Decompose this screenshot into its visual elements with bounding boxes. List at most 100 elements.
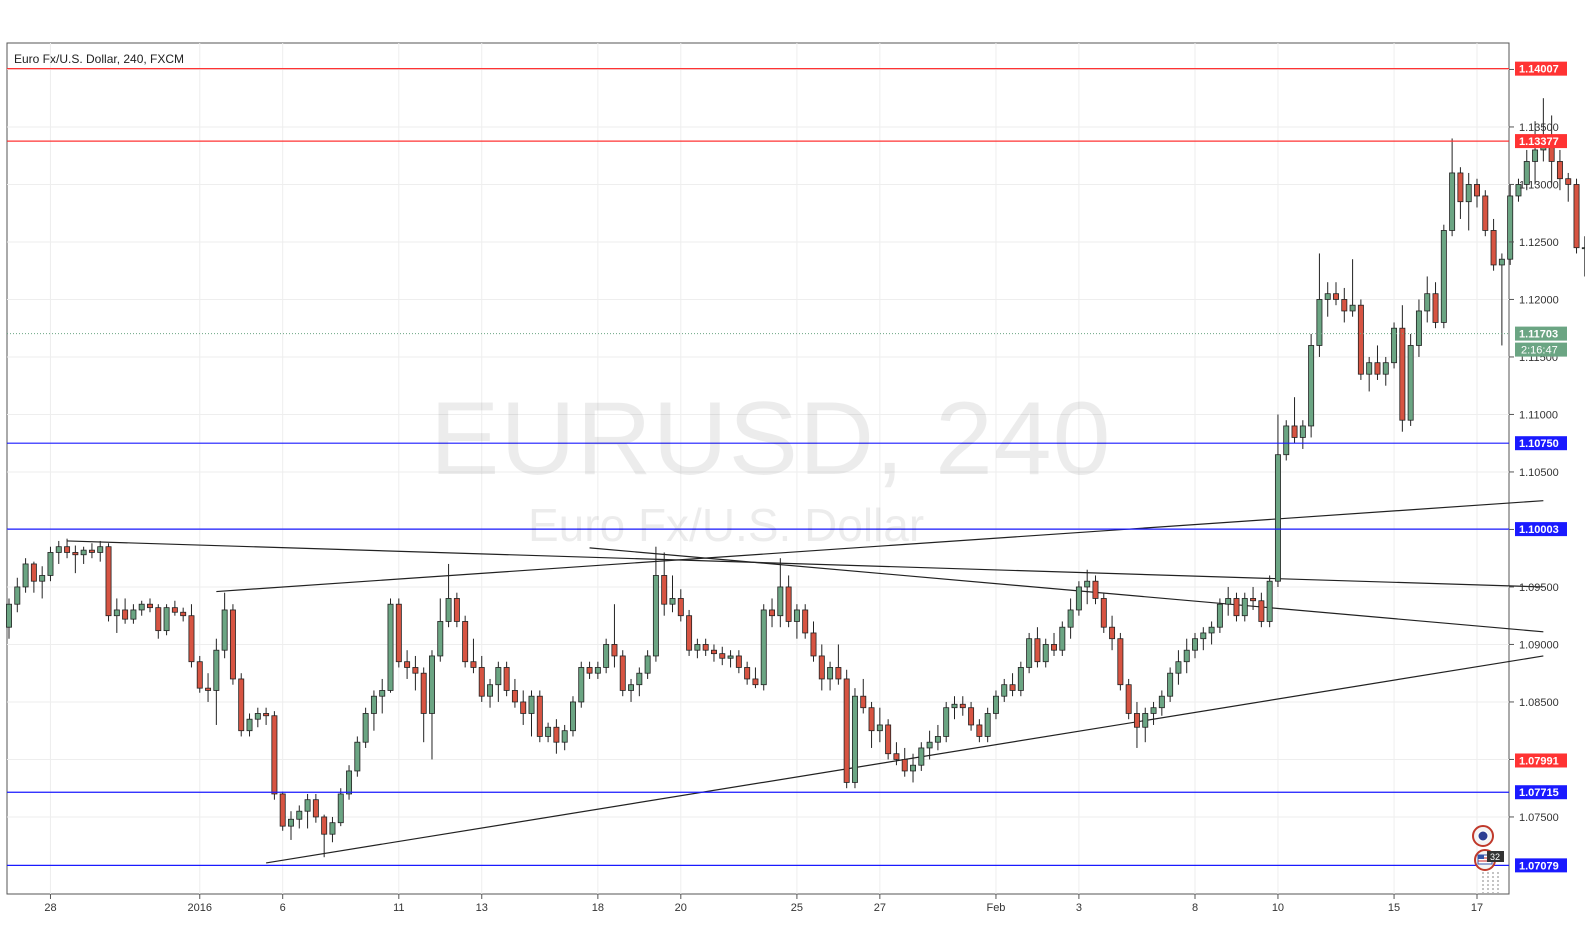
candle-up: [22, 563, 29, 588]
candle-down: [1357, 304, 1364, 375]
candle-up: [97, 546, 104, 553]
candle-up: [1523, 161, 1530, 185]
time-tick-label: 27: [874, 902, 886, 914]
candle-up: [652, 575, 659, 657]
candlesticks: [6, 98, 1585, 858]
time-tick-label: 17: [1471, 902, 1483, 914]
time-tick-label: 13: [476, 902, 488, 914]
candle-up: [304, 799, 311, 812]
support-price-tag: [1515, 858, 1567, 873]
candle-down: [810, 632, 817, 657]
candle-up: [14, 586, 21, 605]
event-markers[interactable]: 32: [1472, 825, 1504, 893]
candle-up: [570, 701, 576, 732]
candle-up: [1067, 609, 1074, 628]
candle-up: [1175, 661, 1182, 674]
level-price-label: 1.10750: [1519, 438, 1559, 450]
support-price-tag: [1515, 785, 1567, 800]
time-tick-label: 3: [1076, 902, 1082, 914]
candle-down: [520, 701, 527, 714]
us-flag-event-icon[interactable]: 32: [1474, 849, 1504, 871]
candle-down: [1374, 362, 1381, 375]
candle-down: [420, 672, 427, 714]
candle-up: [445, 598, 452, 622]
candle-down: [818, 655, 825, 680]
candle-up: [362, 713, 369, 743]
candle-up: [851, 695, 858, 783]
price-tick-label: 1.09500: [1519, 582, 1559, 594]
candle-up: [1084, 580, 1091, 588]
candle-up: [793, 609, 800, 622]
candle-down: [1556, 161, 1563, 180]
candle-down: [180, 611, 187, 617]
event-flag-icon[interactable]: [1472, 825, 1494, 847]
candle-up: [254, 713, 261, 720]
candle-down: [959, 703, 966, 709]
countdown-tag: [1515, 342, 1567, 357]
candle-up: [561, 730, 568, 743]
level-price-label: 1.07715: [1519, 787, 1559, 799]
candle-up: [910, 764, 916, 772]
trend-line: [589, 547, 1544, 633]
candle-down: [470, 661, 477, 668]
candle-down: [1565, 178, 1572, 185]
candle-up: [296, 810, 303, 820]
candle-up: [760, 609, 767, 686]
candle-down: [122, 609, 129, 620]
candle-up: [876, 724, 883, 732]
candle-down: [205, 687, 212, 691]
symbol-title[interactable]: Euro Fx/U.S. Dollar, 240, FXCM: [14, 52, 185, 66]
candle-up: [1349, 304, 1356, 312]
candle-up: [1407, 345, 1414, 421]
candle-up: [47, 552, 54, 576]
candle-down: [1009, 684, 1016, 691]
candle-up: [113, 609, 120, 617]
candle-up: [992, 695, 999, 714]
candle-up: [130, 609, 137, 620]
candle-down: [976, 724, 983, 737]
time-tick-label: 18: [592, 902, 604, 914]
candle-down: [1133, 713, 1140, 728]
candle-down: [1250, 598, 1257, 602]
candle-up: [1299, 425, 1306, 438]
candle-down: [238, 678, 245, 732]
candle-up: [1208, 626, 1215, 634]
candle-down: [677, 598, 684, 617]
candle-down: [312, 799, 319, 818]
candle-down: [1092, 580, 1099, 599]
candle-down: [893, 753, 900, 760]
level-price-label: 1.13377: [1519, 136, 1559, 148]
candle-down: [453, 598, 460, 622]
price-axis[interactable]: 1.075001.080001.085001.090001.095001.100…: [1509, 61, 1567, 873]
candle-up: [487, 684, 494, 697]
candle-up: [1225, 598, 1232, 605]
candle-down: [1474, 184, 1480, 197]
candle-down: [843, 678, 850, 783]
candle-down: [171, 607, 178, 613]
candle-down: [105, 546, 112, 617]
candle-down: [503, 667, 510, 691]
price-tick-label: 1.12000: [1519, 294, 1559, 306]
candle-up: [55, 546, 62, 553]
candle-up: [1366, 362, 1373, 375]
time-tick-label: Feb: [986, 902, 1005, 914]
time-tick-label: 10: [1272, 902, 1284, 914]
candle-down: [553, 726, 560, 743]
candle-up: [603, 644, 610, 668]
candle-down: [1109, 626, 1116, 640]
candle-up: [1382, 362, 1389, 375]
candle-down: [1125, 684, 1132, 714]
candle-up: [1449, 172, 1456, 231]
candle-up: [1192, 638, 1198, 651]
candle-up: [80, 549, 87, 556]
candle-up: [628, 684, 635, 691]
price-tick-label: 1.09000: [1519, 639, 1559, 651]
candle-down: [88, 549, 95, 553]
resistance-price-tag: [1515, 61, 1567, 76]
time-axis[interactable]: 28 2016 6 11 13 18 20 25 27 Feb 3 8 10 15 17: [44, 894, 1483, 914]
candle-up: [1142, 713, 1149, 728]
candle-up: [1167, 672, 1174, 697]
candle-up: [1150, 707, 1157, 714]
candle-down: [147, 603, 153, 609]
